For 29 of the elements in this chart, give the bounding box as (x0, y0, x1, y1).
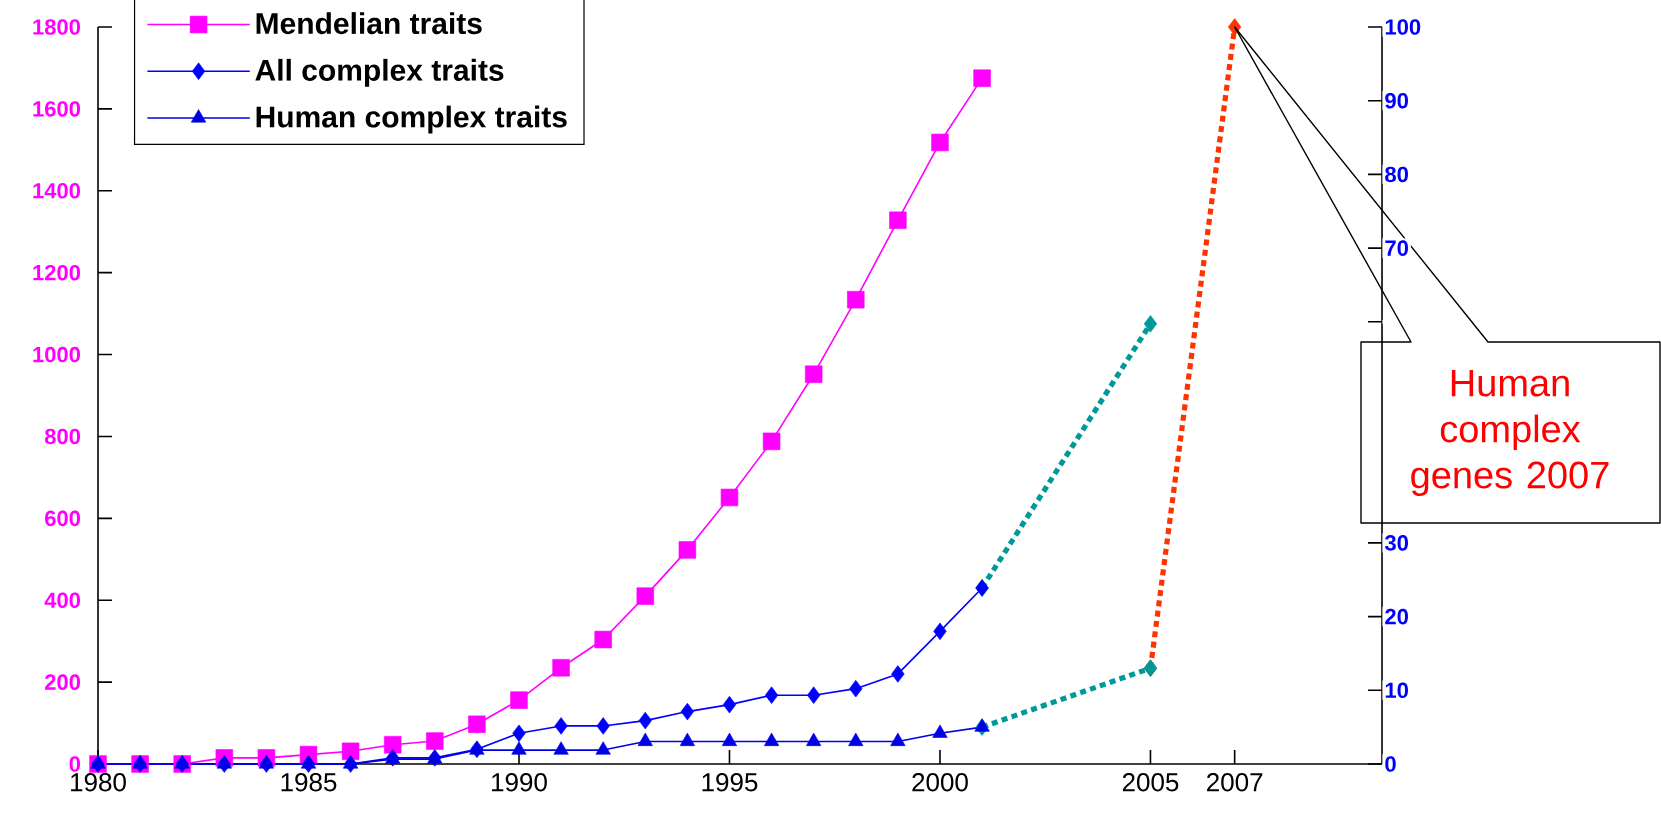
x-tick-label: 1985 (281, 773, 337, 792)
legend-label: Human complex traits (256, 105, 567, 134)
y-tick-label: 1000 (33, 346, 81, 363)
y2-tick-label: 30 (1384, 535, 1408, 551)
text: Human complex genes 2007 (1411, 370, 1609, 496)
y-tick-label: 0 (69, 756, 81, 772)
legend-label: Mendelian traits (256, 12, 482, 35)
y2-tick-label: 90 (1385, 92, 1408, 109)
y-tick-label: 600 (45, 510, 81, 527)
x-tick-label: 2005 (1122, 773, 1179, 792)
y-tick-label: 1200 (33, 264, 81, 281)
x-tick-label: 2007 (1207, 773, 1263, 792)
y-tick-label: 400 (44, 592, 81, 609)
x-tick-label: 2000 (912, 773, 968, 792)
y2-tick-label: 0 (1385, 756, 1396, 772)
y-tick-label: 1800 (33, 19, 81, 35)
x-tick-label: 1980 (71, 773, 126, 792)
x-tick-label: 1990 (492, 773, 547, 792)
y-tick-label: 800 (44, 428, 81, 445)
y2-tick-label: 70 (1385, 240, 1408, 256)
y2-tick-label: 10 (1385, 682, 1408, 699)
y2-tick-label: 100 (1385, 19, 1421, 35)
x-tick-label: 1995 (702, 773, 758, 792)
y-tick-label: 200 (44, 674, 81, 690)
y-tick-label: 1400 (33, 183, 81, 199)
y2-tick-label: 80 (1385, 166, 1408, 183)
y2-tick-label: 20 (1385, 608, 1408, 625)
legend-label: All complex traits (255, 58, 504, 87)
y-tick-label: 1600 (33, 101, 81, 117)
